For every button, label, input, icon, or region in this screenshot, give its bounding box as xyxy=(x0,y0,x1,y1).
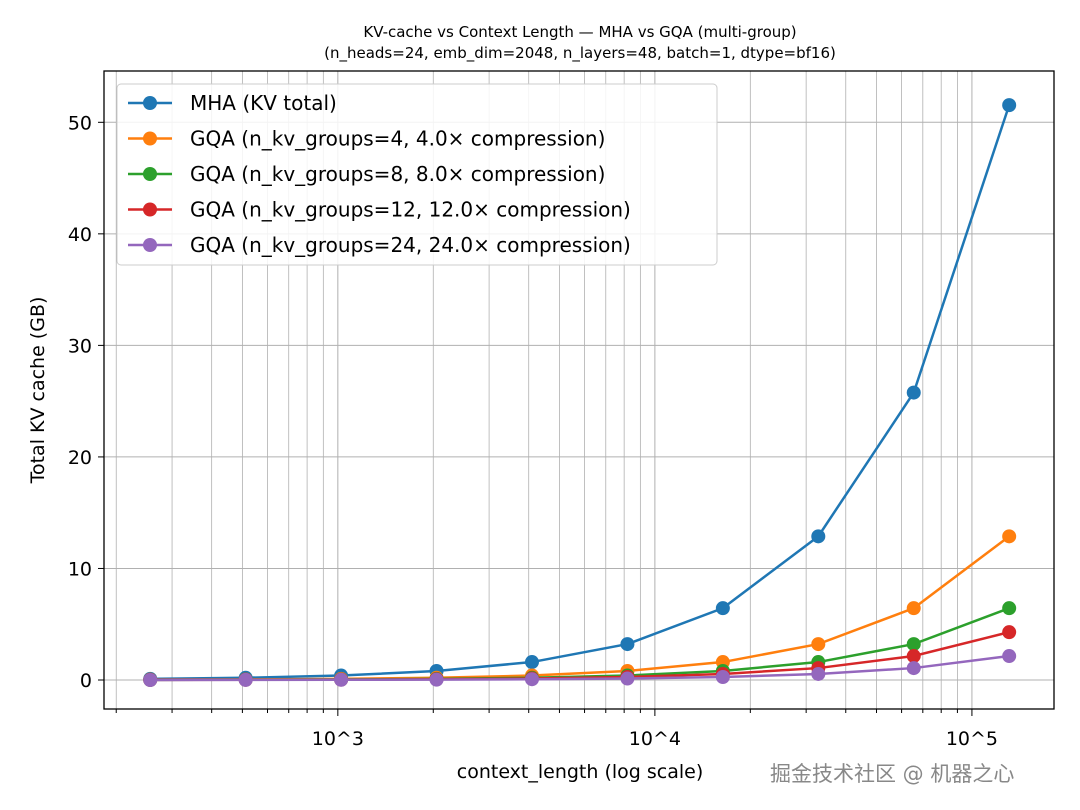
data-point xyxy=(715,669,730,684)
data-point xyxy=(238,672,253,687)
y-tick-label: 30 xyxy=(68,335,92,357)
data-point xyxy=(1002,601,1017,616)
series-group xyxy=(143,98,1017,687)
data-point xyxy=(1002,529,1017,544)
data-point xyxy=(811,666,826,681)
x-tick-label-1e4: 10^4 xyxy=(629,728,681,750)
legend-marker xyxy=(143,167,157,181)
legend-marker xyxy=(143,202,157,217)
data-point xyxy=(620,637,635,652)
legend-label: MHA (KV total) xyxy=(190,91,337,115)
watermark: 掘金技术社区 @ 机器之心 xyxy=(770,762,1015,786)
data-point xyxy=(906,637,921,652)
chart-title: KV-cache vs Context Length — MHA vs GQA … xyxy=(363,23,796,41)
x-tick-label-1e5: 10^5 xyxy=(946,728,998,750)
data-point xyxy=(906,649,921,664)
data-point xyxy=(620,671,635,686)
ticks: 0 10 20 30 40 50 xyxy=(68,112,973,716)
data-point xyxy=(1002,649,1017,664)
y-tick-label: 20 xyxy=(68,447,92,469)
plot-frame xyxy=(103,70,1055,710)
data-point xyxy=(811,529,826,544)
legend-marker xyxy=(143,131,157,146)
data-point xyxy=(811,637,826,652)
data-point xyxy=(906,661,921,676)
legend-label: GQA (n_kv_groups=12, 12.0× compression) xyxy=(190,198,631,222)
data-point xyxy=(1002,625,1017,640)
data-point xyxy=(143,673,158,687)
y-axis-label: Total KV cache (GB) xyxy=(27,297,49,485)
chart-subtitle: (n_heads=24, emb_dim=2048, n_layers=48, … xyxy=(324,44,836,63)
y-tick-label: 10 xyxy=(68,558,92,580)
legend-marker xyxy=(143,238,157,252)
legend-label: GQA (n_kv_groups=8, 8.0× compression) xyxy=(190,162,605,186)
series-line-0 xyxy=(150,104,1011,681)
data-point xyxy=(429,672,444,687)
data-point xyxy=(1002,98,1017,113)
x-tick-label-1e3: 10^3 xyxy=(312,728,364,750)
data-point xyxy=(715,601,730,616)
legend-marker xyxy=(143,96,157,110)
data-point xyxy=(524,655,539,670)
y-tick-label: 50 xyxy=(68,112,92,134)
legend: MHA (KV total) GQA (n_kv_groups=4, 4.0× c… xyxy=(116,83,718,266)
series-line-4 xyxy=(150,654,1010,682)
legend-label: GQA (n_kv_groups=4, 4.0× compression) xyxy=(190,127,605,151)
y-tick-label: 40 xyxy=(68,224,92,246)
data-point xyxy=(906,385,921,400)
data-point xyxy=(524,672,539,687)
data-point xyxy=(906,601,921,616)
series-line-1 xyxy=(150,535,1010,681)
y-tick-label: 0 xyxy=(80,670,92,692)
x-axis-label: context_length (log scale) xyxy=(457,761,704,783)
legend-label: GQA (n_kv_groups=24, 24.0× compression) xyxy=(190,233,631,257)
legend-box xyxy=(116,83,718,266)
data-point xyxy=(334,672,349,687)
